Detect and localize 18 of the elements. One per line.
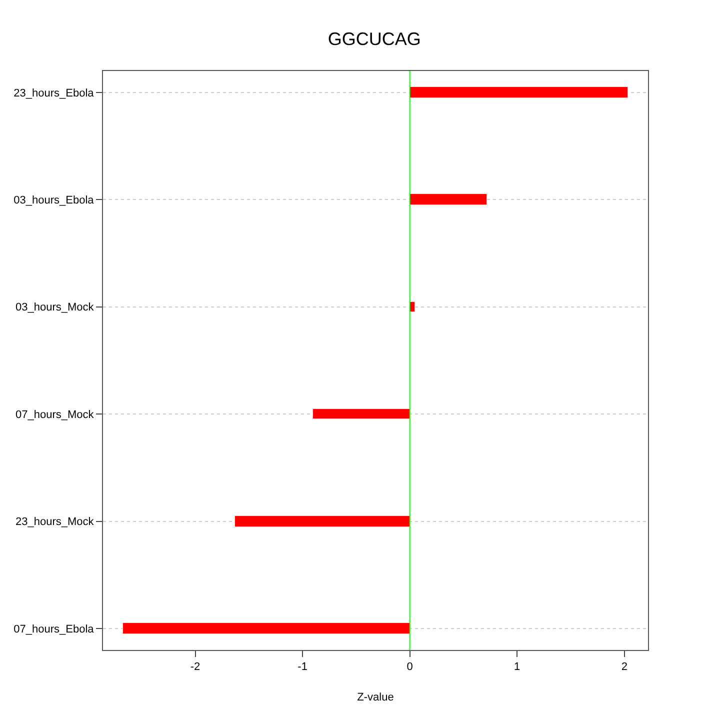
y-tick-label: 07_hours_Ebola [14, 623, 95, 636]
y-tick-label: 07_hours_Mock [16, 408, 94, 421]
bar [122, 622, 410, 634]
x-tick-label: -1 [298, 661, 308, 674]
x-tick-label: 0 [406, 661, 413, 674]
bar [410, 194, 487, 205]
x-tick-label: 1 [514, 661, 520, 674]
x-tick-label: 2 [621, 661, 628, 674]
bar [234, 516, 410, 527]
chart-title: GGCUCAG [328, 29, 421, 49]
y-tick-label: 03_hours_Mock [16, 302, 94, 314]
y-tick-label: 23_hours_Mock [16, 516, 94, 528]
x-tick-label: -2 [190, 661, 200, 674]
y-tick-label: 23_hours_Ebola [14, 87, 95, 100]
bar [410, 86, 628, 98]
bar [312, 408, 410, 419]
x-axis-title: Z-value [357, 691, 394, 704]
y-tick-label: 03_hours_Ebola [14, 194, 95, 207]
